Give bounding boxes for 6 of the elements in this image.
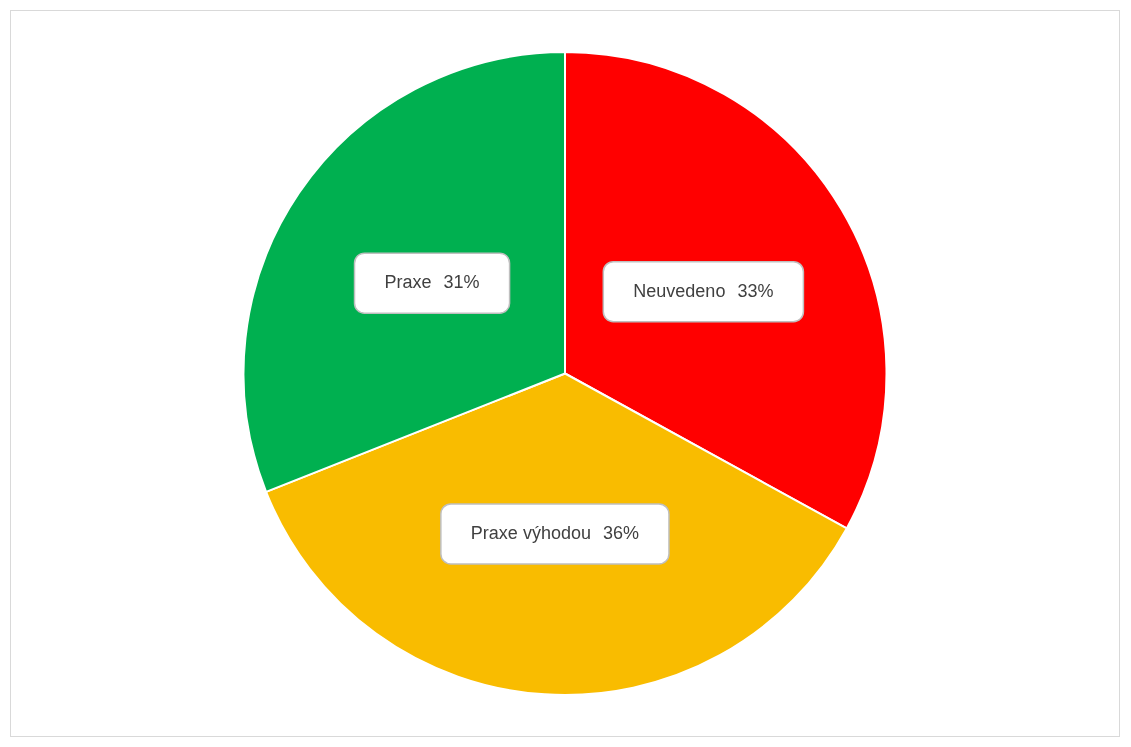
slice-label: Praxe výhodou	[470, 522, 591, 543]
slice-label: Praxe	[384, 272, 432, 293]
slice-label: Neuvedeno	[633, 280, 726, 301]
data-label: 31%	[443, 272, 480, 293]
data-label: 33%	[737, 280, 774, 301]
data-label: 36%	[602, 522, 639, 543]
